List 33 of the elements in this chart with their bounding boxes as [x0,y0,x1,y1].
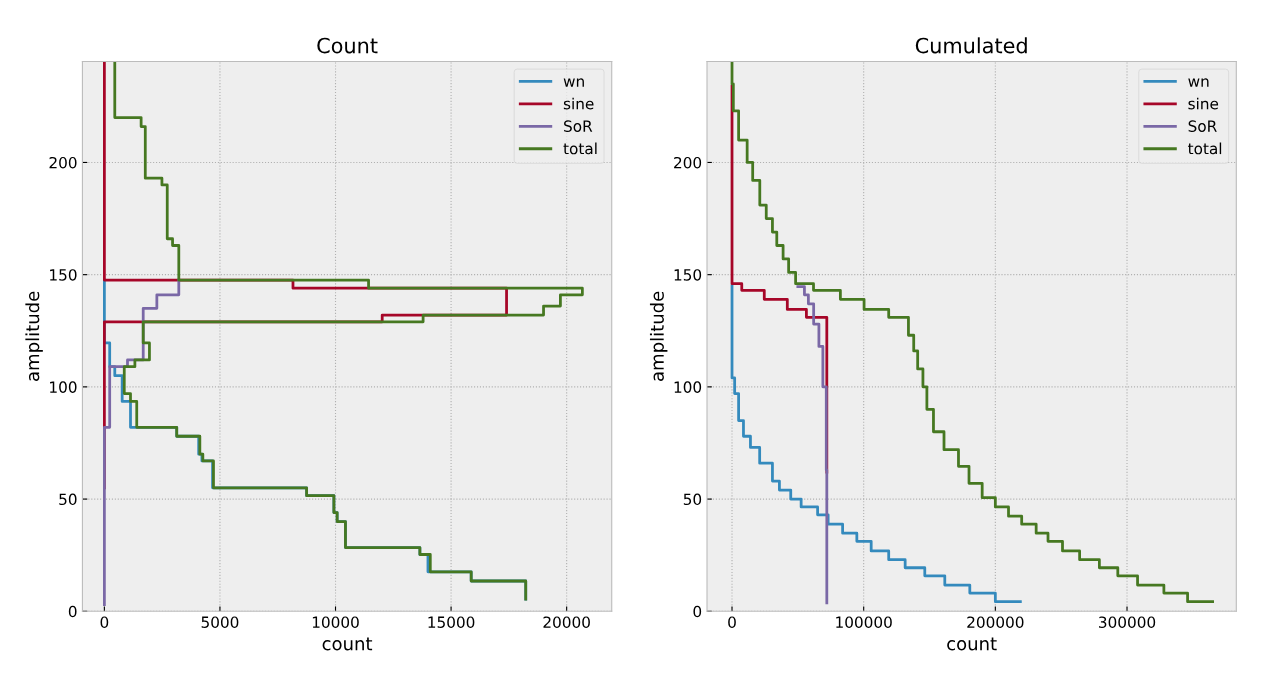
x-tick-label: 20000 [543,616,590,628]
x-tick-label: 10000 [312,616,359,628]
y-tick-label: 150 [674,269,702,281]
x-axis-title: count [322,637,373,651]
x-tick-label: 0 [100,616,109,628]
y-tick-label: 50 [683,493,702,506]
y-axis-title: amplitude [649,291,668,381]
x-tick-label: 15000 [428,616,475,628]
y-tick-label: 50 [59,493,77,506]
x-tick-label: 200000 [967,616,1024,628]
x-tick-label: 100000 [836,616,892,628]
legend-label: wn [563,78,584,87]
y-tick-label: 100 [50,381,77,393]
legend-label: wn [1188,78,1209,87]
x-tick-label: 300000 [1099,616,1156,628]
x-tick-label: 5000 [201,616,239,628]
legend-label: sine [1188,97,1219,110]
y-tick-label: 200 [674,156,702,169]
y-tick-label: 0 [68,605,77,618]
x-tick-label: 0 [728,616,736,628]
legend-label: total [563,142,597,155]
chart-title: Count [317,37,378,54]
legend-label: SoR [1188,120,1217,132]
chart-title: Cumulated [915,37,1027,54]
x-axis-title: count [947,637,997,651]
legend-label: total [1188,142,1222,155]
y-tick-label: 200 [49,156,77,169]
legend-label: SoR [564,120,593,132]
legend-label: sine [563,97,594,110]
y-tick-label: 150 [50,269,77,281]
y-tick-label: 100 [674,381,702,393]
y-tick-label: 0 [693,605,702,618]
y-axis-title: amplitude [25,291,43,381]
